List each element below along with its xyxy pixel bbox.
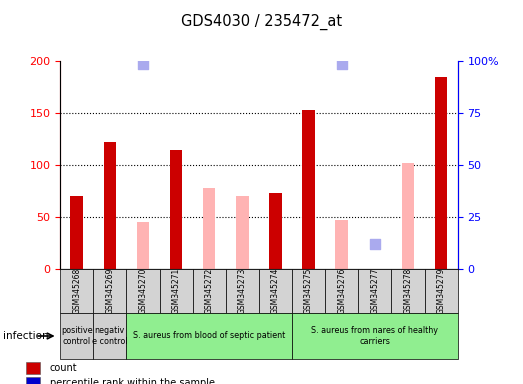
Text: GSM345268: GSM345268 (72, 268, 81, 314)
Bar (335, 220, 348, 269)
Bar (160, 269, 192, 313)
Bar (402, 163, 414, 269)
Bar (93, 313, 127, 359)
Bar (391, 269, 425, 313)
Point (238, 19, 246, 25)
Text: count: count (50, 363, 77, 373)
Text: GSM345276: GSM345276 (337, 268, 346, 314)
Point (371, 241, 379, 247)
Bar (26, 362, 40, 374)
Text: GSM345273: GSM345273 (238, 268, 247, 314)
Text: S. aureus from blood of septic patient: S. aureus from blood of septic patient (133, 331, 286, 341)
Text: GSM345275: GSM345275 (304, 268, 313, 314)
Bar (104, 142, 116, 269)
Bar (127, 269, 160, 313)
Bar (325, 269, 358, 313)
Text: GSM345272: GSM345272 (204, 268, 214, 314)
Bar (292, 313, 458, 359)
Bar (358, 269, 391, 313)
Text: S. aureus from nares of healthy
carriers: S. aureus from nares of healthy carriers (311, 326, 438, 346)
Text: GSM345271: GSM345271 (172, 268, 180, 314)
Text: GSM345279: GSM345279 (437, 268, 446, 314)
Bar (269, 193, 282, 269)
Point (271, 5, 280, 11)
Bar (236, 196, 248, 269)
Text: positive
control: positive control (61, 326, 93, 346)
Bar (425, 269, 458, 313)
Text: GSM345277: GSM345277 (370, 268, 379, 314)
Point (238, 2, 246, 8)
Point (205, 17, 213, 23)
Text: GSM345270: GSM345270 (139, 268, 147, 314)
Bar (26, 377, 40, 384)
Bar (60, 313, 93, 359)
Bar (203, 188, 215, 269)
Bar (292, 269, 325, 313)
Bar (71, 196, 83, 269)
Point (139, 60, 147, 66)
Point (337, 60, 346, 66)
Bar (226, 269, 259, 313)
Bar (137, 222, 149, 269)
Text: GSM345269: GSM345269 (105, 268, 115, 314)
Text: GSM345278: GSM345278 (403, 268, 413, 314)
Bar (60, 269, 93, 313)
Bar (302, 110, 315, 269)
Bar (435, 77, 447, 269)
Bar (192, 269, 226, 313)
Text: percentile rank within the sample: percentile rank within the sample (50, 377, 215, 384)
Text: GSM345274: GSM345274 (271, 268, 280, 314)
Bar (170, 149, 183, 269)
Text: infection: infection (3, 331, 48, 341)
Point (73, 5, 81, 11)
Bar (93, 269, 127, 313)
Bar (127, 313, 292, 359)
Bar (259, 269, 292, 313)
Text: negativ
e control: negativ e control (92, 326, 128, 346)
Text: GDS4030 / 235472_at: GDS4030 / 235472_at (181, 13, 342, 30)
